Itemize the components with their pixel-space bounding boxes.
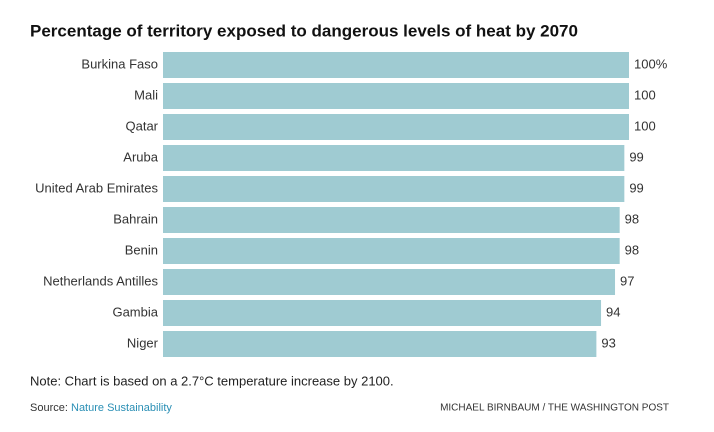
bar: [163, 114, 629, 140]
value-label: 99: [629, 180, 643, 195]
value-label: 94: [606, 304, 620, 319]
value-label: 100%: [634, 56, 668, 71]
bar: [163, 145, 625, 171]
bar: [163, 331, 597, 357]
value-label: 93: [601, 335, 615, 350]
category-label: Burkina Faso: [81, 56, 158, 71]
source-label: Source:: [30, 402, 68, 414]
bar: [163, 269, 616, 295]
category-label: Bahrain: [113, 211, 158, 226]
bar: [163, 300, 602, 326]
chart-title: Percentage of territory exposed to dange…: [30, 21, 578, 40]
value-label: 100: [634, 118, 656, 133]
bar: [163, 52, 629, 78]
bar: [163, 207, 620, 233]
value-label: 100: [634, 87, 656, 102]
category-label: Aruba: [123, 149, 158, 164]
category-label: Gambia: [112, 304, 158, 319]
category-label: Mali: [134, 87, 158, 102]
value-label: 99: [629, 149, 643, 164]
category-label: United Arab Emirates: [35, 180, 158, 195]
bar: [163, 176, 625, 202]
category-label: Niger: [127, 335, 159, 350]
value-label: 97: [620, 273, 634, 288]
source-link[interactable]: Nature Sustainability: [71, 402, 172, 414]
bar: [163, 83, 629, 109]
category-label: Netherlands Antilles: [43, 273, 158, 288]
credit: MICHAEL BIRNBAUM / THE WASHINGTON POST: [440, 403, 669, 414]
category-label: Benin: [125, 242, 158, 257]
category-label: Qatar: [125, 118, 158, 133]
bar: [163, 238, 620, 264]
note: Note: Chart is based on a 2.7°C temperat…: [30, 373, 394, 388]
value-label: 98: [625, 211, 639, 226]
value-label: 98: [625, 242, 639, 257]
